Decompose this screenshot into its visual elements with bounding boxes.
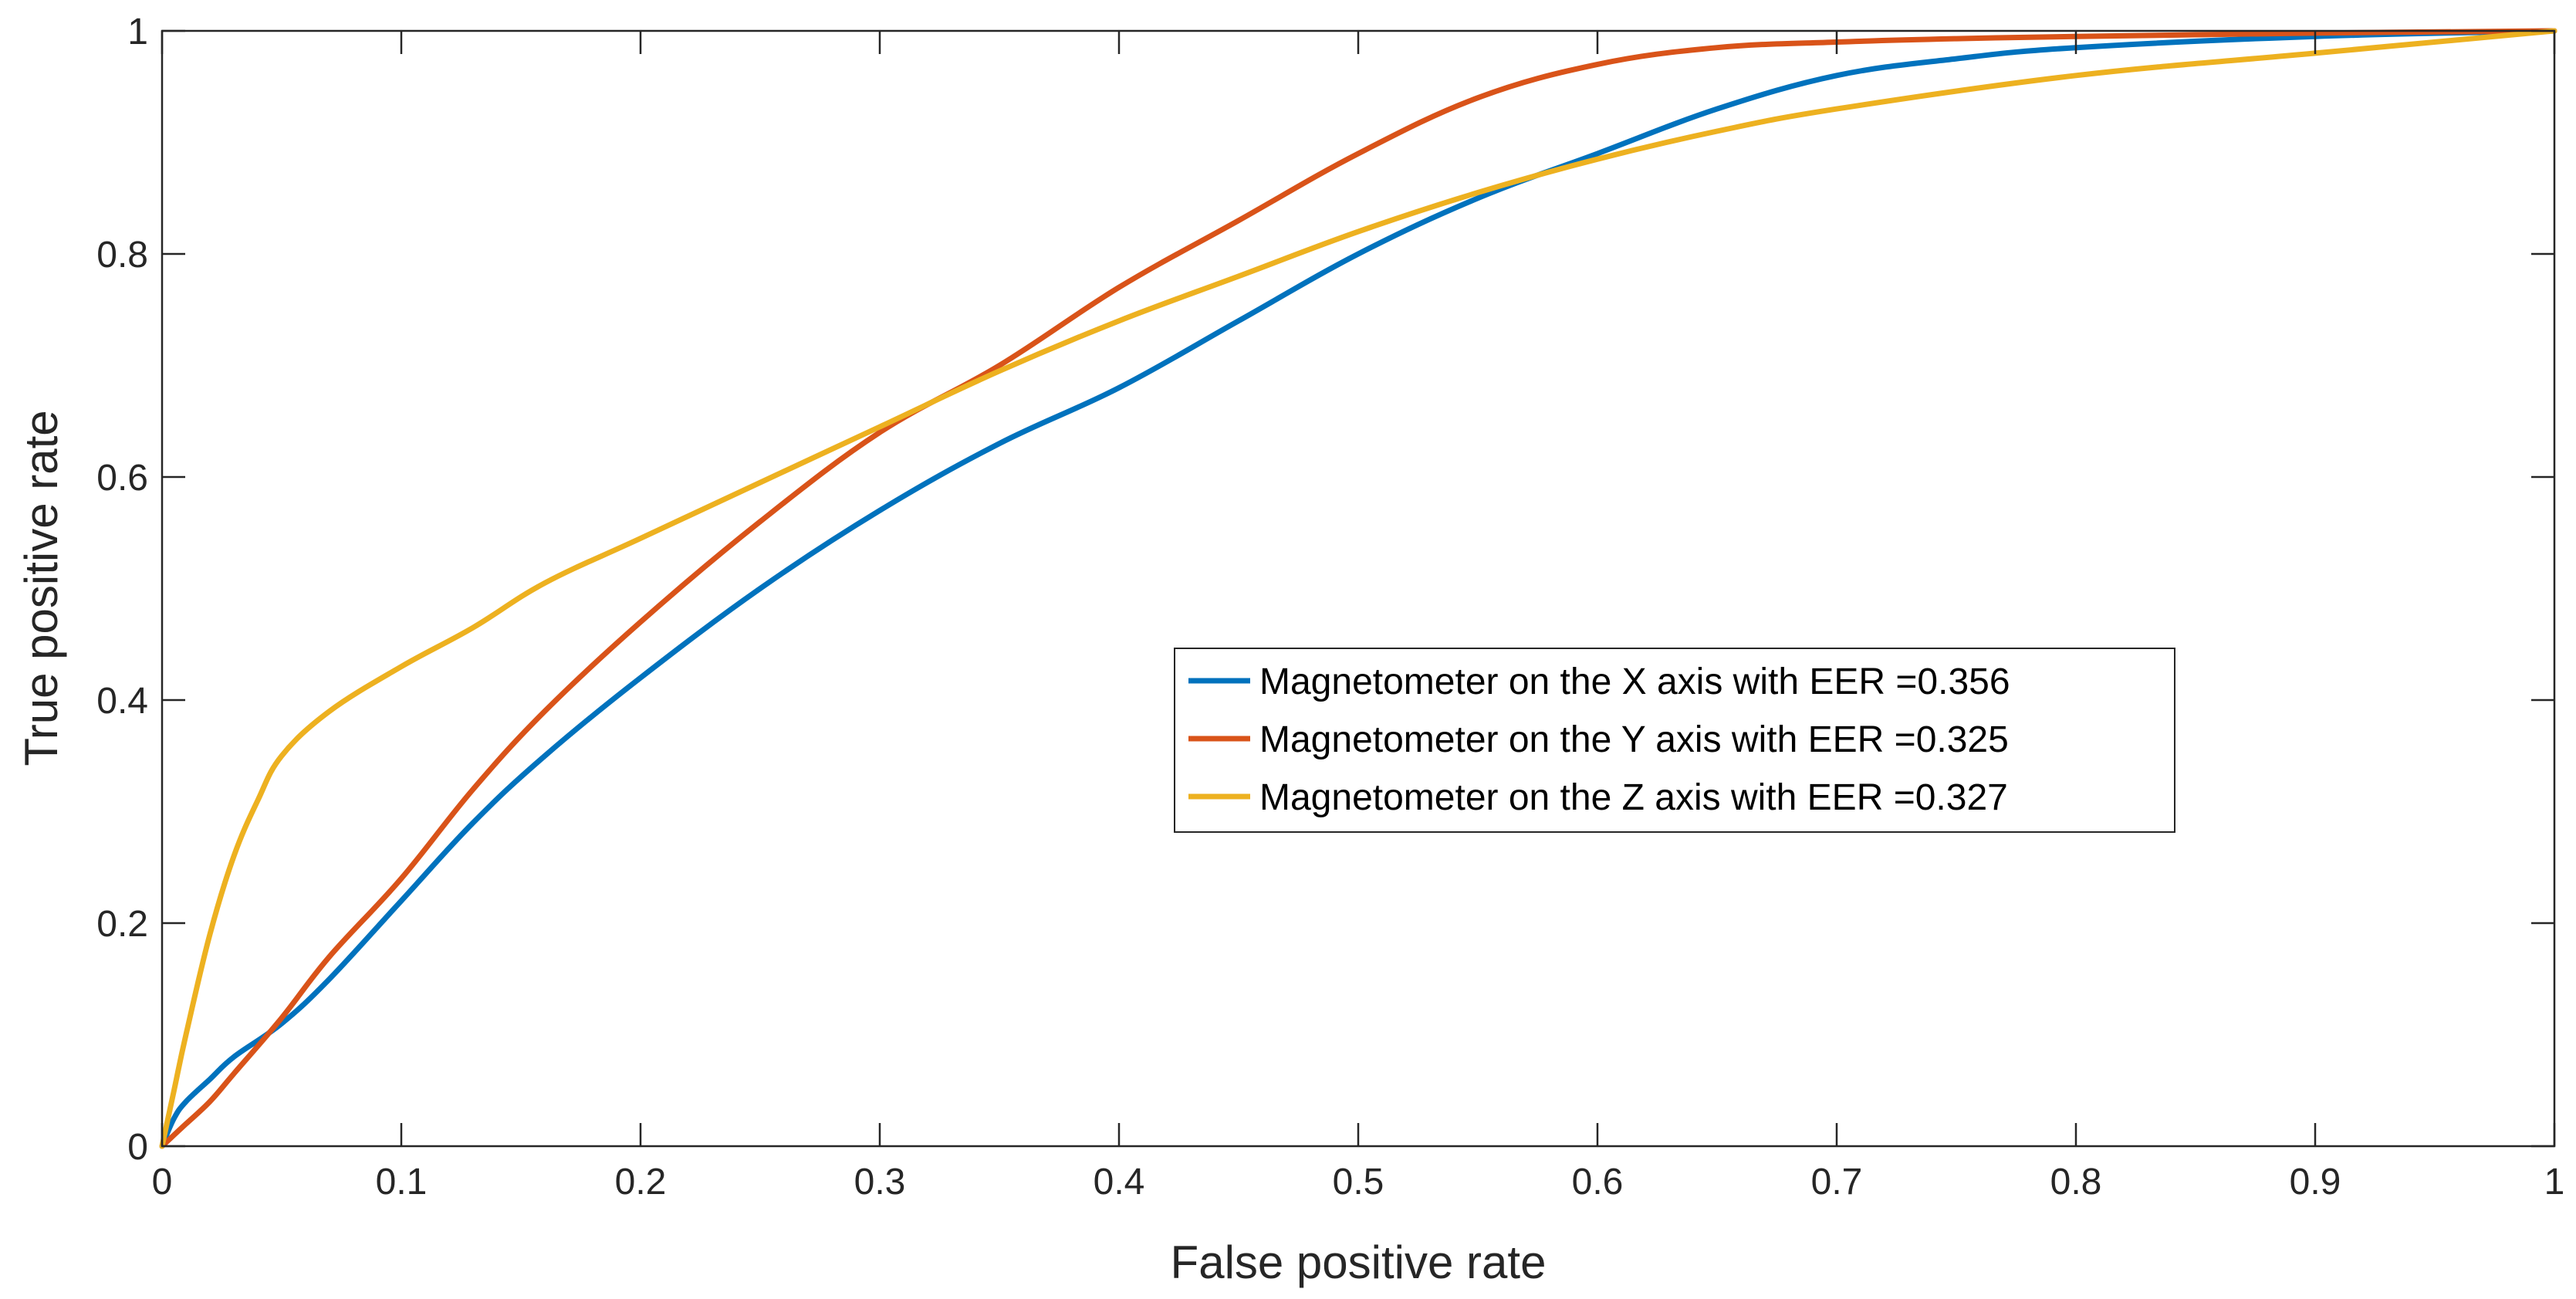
- series-layer: [159, 28, 2557, 1149]
- series-line-x-axis: [159, 28, 2557, 1149]
- y-tick-label: 0.2: [96, 904, 148, 945]
- x-tick-label: 1: [2544, 1162, 2565, 1203]
- x-tick-label: 0.5: [1333, 1162, 1384, 1203]
- x-tick-label: 0.3: [854, 1162, 906, 1203]
- legend-label: Magnetometer on the Z axis with EER =0.3…: [1259, 777, 2008, 818]
- x-tick-label: 0.2: [615, 1162, 667, 1203]
- x-tick-label: 0.4: [1094, 1162, 1145, 1203]
- y-tick-label: 0.8: [96, 235, 148, 276]
- x-axis-label: False positive rate: [1171, 1236, 1547, 1288]
- legend-label: Magnetometer on the X axis with EER =0.3…: [1259, 661, 2010, 702]
- y-tick-label: 1: [127, 12, 148, 52]
- x-tick-label: 0: [152, 1162, 173, 1203]
- legend: Magnetometer on the X axis with EER =0.3…: [1174, 648, 2175, 833]
- series-line-y-axis: [159, 28, 2557, 1149]
- x-tick-label: 0.6: [1572, 1162, 1624, 1203]
- x-tick-label: 0.8: [2050, 1162, 2102, 1203]
- y-tick-label: 0.4: [96, 681, 148, 722]
- x-tick-label: 0.7: [1811, 1162, 1863, 1203]
- legend-box: [1174, 648, 2175, 833]
- x-tick-label: 0.1: [376, 1162, 428, 1203]
- legend-label: Magnetometer on the Y axis with EER =0.3…: [1259, 719, 2009, 760]
- y-tick-label: 0.6: [96, 458, 148, 499]
- x-tick-label: 0.9: [2290, 1162, 2341, 1203]
- legend-entries: Magnetometer on the X axis with EER =0.3…: [1188, 661, 2010, 818]
- y-tick-label: 0: [127, 1127, 148, 1168]
- ticks-layer: 0 0.1 0.2 0.3 0.4 0.5 0.6 0.7 0.8 0.9 1 0 0.2 0.4 0.6 0…: [96, 12, 2564, 1203]
- series-line-z-axis: [159, 28, 2557, 1149]
- y-axis-label: True positive rate: [15, 410, 67, 766]
